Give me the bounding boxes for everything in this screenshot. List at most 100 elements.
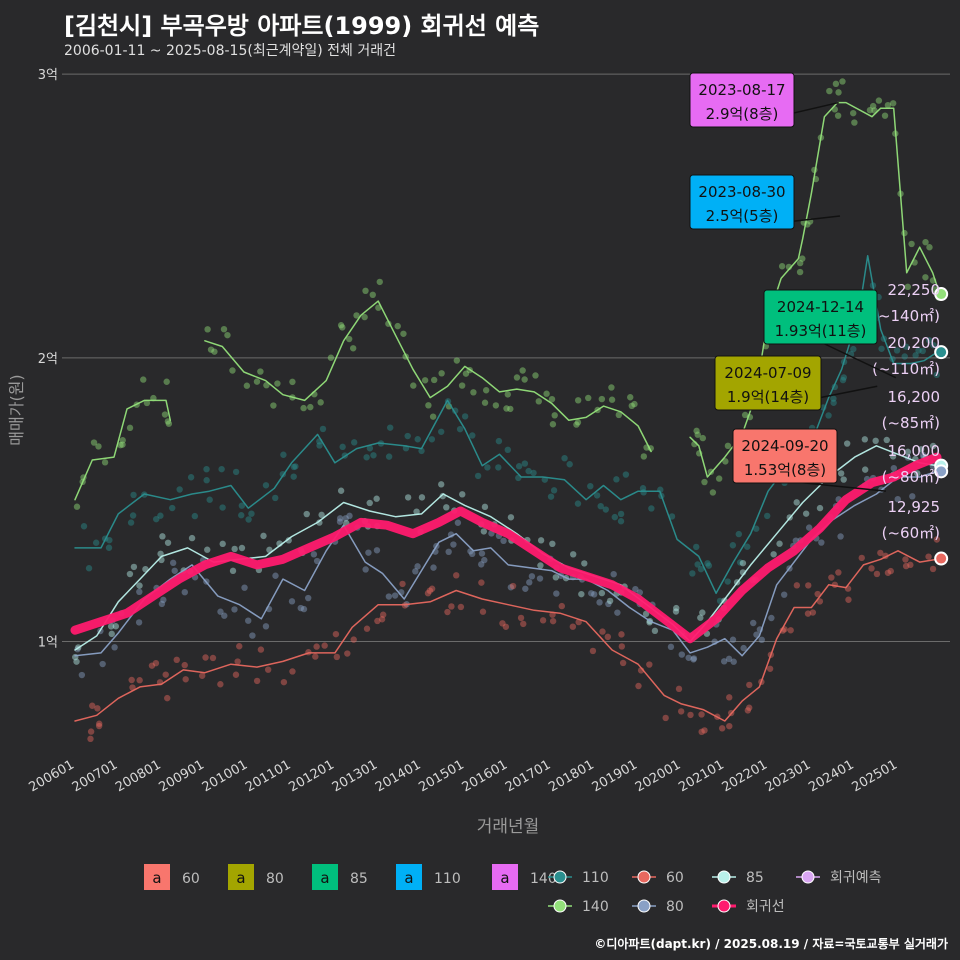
deal-point — [404, 432, 411, 440]
deal-point — [520, 620, 527, 628]
forecast-value: 16,200 — [888, 388, 941, 406]
annotation-date: 2024-07-09 — [724, 364, 811, 382]
legend-label: 60 — [666, 870, 684, 886]
deal-point — [337, 322, 345, 329]
deal-point — [300, 605, 308, 613]
deal-point — [238, 544, 246, 552]
deal-point — [715, 475, 723, 482]
deal-point — [573, 421, 580, 428]
deal-point — [243, 382, 251, 389]
x-tick-label: 201201 — [286, 757, 336, 795]
deal-point — [443, 504, 450, 511]
deal-point — [198, 672, 206, 679]
deal-point — [598, 589, 606, 597]
deal-point — [536, 575, 544, 582]
deal-point — [673, 604, 680, 612]
deal-point — [202, 654, 209, 661]
deal-point — [805, 524, 813, 531]
deal-point — [106, 536, 113, 544]
deal-point — [648, 505, 655, 512]
deal-point — [908, 240, 915, 248]
deal-point — [445, 548, 452, 556]
deal-point — [814, 590, 821, 598]
deal-point — [257, 646, 265, 653]
deal-point — [887, 567, 894, 575]
legend-label: 80 — [266, 871, 284, 887]
deal-point — [693, 543, 700, 551]
annotation-date: 2024-12-14 — [777, 298, 864, 316]
deal-point — [253, 378, 261, 385]
legend-glyph: a — [152, 869, 161, 887]
deal-point — [627, 394, 634, 401]
deal-point — [724, 442, 732, 450]
deal-point — [253, 677, 261, 685]
deal-point — [78, 671, 86, 679]
x-tick-label: 201301 — [330, 757, 380, 795]
deal-point — [280, 678, 288, 686]
deal-point — [613, 476, 620, 483]
deal-point — [851, 119, 858, 126]
x-tick-label: 201601 — [460, 757, 510, 795]
deal-point — [353, 312, 360, 319]
deal-point — [844, 585, 852, 592]
deal-point — [130, 491, 137, 499]
deal-point — [503, 405, 510, 412]
deal-point — [587, 482, 594, 490]
deal-point — [448, 603, 455, 610]
deal-point — [635, 682, 642, 690]
deal-point — [569, 623, 577, 630]
annotation-value: 1.9억(14층) — [727, 388, 809, 406]
forecast-area: (~80㎡) — [882, 468, 940, 486]
deal-point — [585, 394, 592, 402]
annotation-2023-08-17: 2023-08-17 2.9억(8층) — [689, 72, 839, 128]
y-tick-label: 2억 — [38, 352, 58, 367]
deal-point — [697, 565, 705, 573]
deal-point — [740, 644, 747, 652]
deal-point — [537, 537, 545, 544]
deal-point — [453, 357, 461, 364]
deal-point — [153, 515, 160, 523]
forecast-point — [934, 551, 949, 566]
deal-point — [548, 395, 556, 403]
deal-point — [188, 534, 196, 542]
deal-point — [342, 515, 349, 522]
deal-point — [877, 549, 884, 557]
legend-glyph: a — [236, 869, 245, 887]
deal-point — [218, 465, 225, 473]
deal-point — [780, 591, 788, 598]
deal-point — [107, 623, 115, 630]
deal-point — [933, 371, 940, 379]
deal-point — [135, 619, 143, 626]
deal-point — [668, 513, 676, 520]
legend-marker — [553, 899, 567, 913]
deal-point — [363, 625, 371, 632]
annotation-2023-08-30: 2023-08-30 2.5억(5층) — [689, 174, 841, 230]
deal-point — [418, 447, 425, 455]
deal-point — [105, 544, 113, 551]
deal-point — [346, 512, 353, 520]
deal-point — [890, 464, 898, 472]
deal-point — [206, 496, 213, 503]
annotation-box — [689, 174, 795, 230]
deal-point — [914, 470, 921, 477]
deal-point — [839, 78, 846, 85]
deal-point — [730, 658, 737, 665]
deal-point — [245, 617, 252, 624]
x-tick-label: 200801 — [113, 757, 163, 795]
deal-point — [87, 728, 95, 735]
deal-point — [796, 259, 804, 267]
deal-point — [925, 337, 933, 344]
deal-point — [312, 653, 319, 660]
deal-point — [169, 559, 177, 567]
deal-point — [374, 617, 381, 625]
deal-point — [902, 556, 909, 563]
deal-point — [869, 102, 877, 110]
deal-point — [203, 465, 210, 473]
deal-point — [339, 324, 346, 331]
deal-point — [521, 460, 529, 467]
annotation-date: 2024-09-20 — [741, 437, 828, 455]
legend-glyph: a — [404, 869, 413, 887]
deal-point — [746, 681, 753, 689]
deal-point — [376, 278, 383, 286]
forecast-value: 20,200 — [888, 334, 941, 352]
